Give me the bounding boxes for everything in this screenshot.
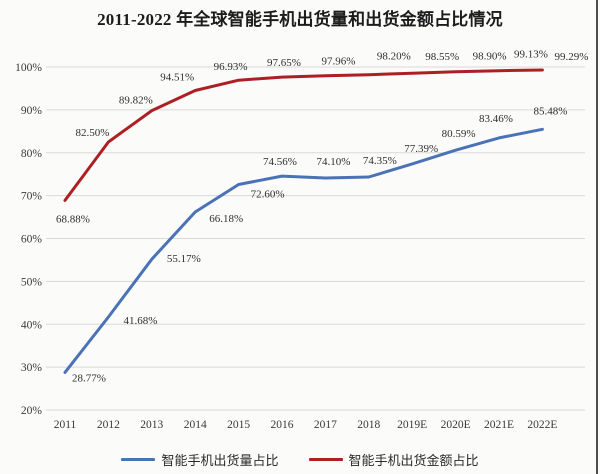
data-label: 94.51%	[160, 72, 194, 84]
x-tick-label: 2011	[54, 419, 77, 431]
data-label: 66.18%	[209, 213, 243, 225]
data-label: 74.35%	[363, 155, 397, 167]
chart-title: 2011-2022 年全球智能手机出货量和出货金额占比情况	[97, 10, 503, 29]
data-label: 97.96%	[321, 56, 355, 68]
data-label: 85.48%	[533, 105, 567, 117]
y-tick-label: 40%	[21, 319, 43, 331]
y-tick-label: 20%	[21, 405, 43, 417]
x-tick-label: 2017	[314, 419, 337, 431]
y-tick-label: 70%	[21, 191, 43, 203]
data-label: 99.13%	[514, 49, 548, 61]
data-label: 98.55%	[425, 51, 459, 63]
y-tick-label: 90%	[21, 105, 43, 117]
y-tick-label: 80%	[21, 148, 43, 160]
data-label: 55.17%	[167, 253, 201, 265]
x-tick-label: 2012	[97, 419, 120, 431]
data-label: 96.93%	[214, 61, 248, 73]
series-line-0	[63, 127, 544, 374]
legend-swatch-blue-line-icon	[121, 457, 156, 461]
data-label: 74.56%	[263, 156, 297, 168]
x-tick-label: 2014	[184, 419, 207, 431]
y-tick-label: 60%	[21, 234, 43, 246]
x-tick-label: 2018	[357, 419, 380, 431]
data-label: 99.29%	[554, 51, 588, 63]
data-label: 72.60%	[251, 189, 285, 201]
legend-label-shipment-volume: 智能手机出货量占比	[161, 452, 279, 468]
x-tick-label: 2019E	[397, 419, 427, 431]
data-label: 74.10%	[316, 156, 350, 168]
x-tick-label: 2021E	[484, 419, 514, 431]
data-label: 97.65%	[267, 57, 301, 69]
data-label: 41.68%	[123, 315, 157, 327]
legend-label-shipment-value: 智能手机出货金额占比	[348, 452, 479, 468]
x-tick-label: 2016	[271, 419, 294, 431]
y-tick-label: 100%	[15, 62, 42, 74]
data-label: 89.82%	[119, 95, 153, 107]
right-border-line	[596, 0, 598, 474]
y-tick-label: 30%	[21, 362, 43, 374]
data-label: 82.50%	[75, 127, 109, 139]
chart-legend: 智能手机出货量占比 智能手机出货金额占比	[0, 449, 600, 469]
series-line-1	[63, 68, 544, 202]
y-tick-label: 50%	[21, 276, 43, 288]
data-label: 98.20%	[377, 51, 411, 63]
data-label: 80.59%	[442, 128, 476, 140]
x-tick-label: 2015	[227, 419, 250, 431]
x-tick-label: 2020E	[441, 419, 471, 431]
data-label: 83.46%	[479, 113, 513, 125]
data-label: 98.90%	[473, 51, 507, 63]
x-tick-label: 2013	[140, 419, 163, 431]
data-label: 68.88%	[56, 213, 90, 225]
legend-swatch-red-line-icon	[308, 457, 343, 461]
x-tick-label: 2022E	[527, 419, 557, 431]
legend-item-shipment-value: 智能手机出货金额占比	[308, 450, 479, 469]
data-label: 77.39%	[404, 143, 438, 155]
legend-item-shipment-volume: 智能手机出货量占比	[121, 450, 279, 469]
data-label: 28.77%	[72, 372, 106, 384]
